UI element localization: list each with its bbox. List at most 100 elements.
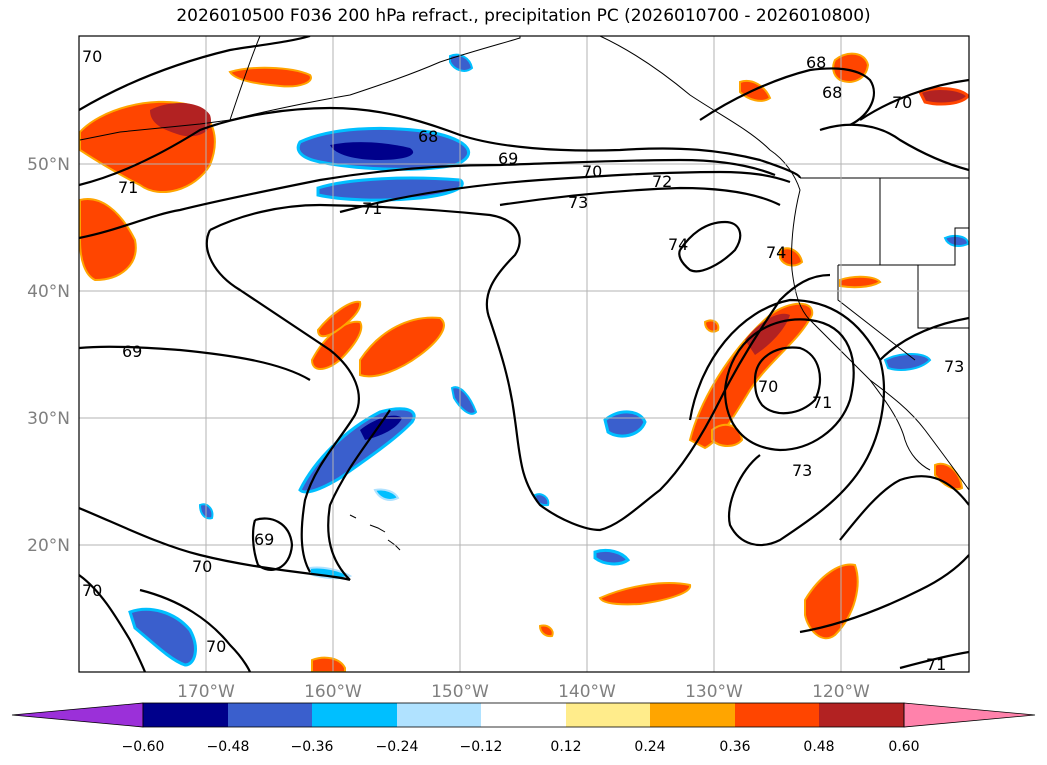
lon-label: 130°W	[685, 682, 743, 702]
contour-label: 70	[206, 637, 226, 656]
contour-line	[859, 78, 969, 121]
positive-blob	[359, 316, 445, 378]
contour-label: 68	[418, 127, 438, 146]
positive-blob	[688, 302, 814, 450]
refractivity-contours	[79, 36, 969, 672]
positive-blob	[316, 300, 362, 338]
contour-label: 70	[82, 581, 102, 600]
contour-label: 70	[892, 93, 912, 112]
contour-label: 73	[944, 357, 964, 376]
colorbar-tick-label: 0.24	[634, 739, 665, 755]
negative-blob	[449, 53, 474, 72]
contour-labels: 70 68 69 70 72 73 71 71 74 74 69 70 71 7…	[82, 47, 964, 674]
us-inner-border	[838, 227, 969, 266]
map-title: 2026010500 F036 200 hPa refract., precip…	[176, 6, 871, 26]
contour-line	[839, 475, 969, 541]
lon-label: 170°W	[177, 682, 235, 702]
positive-blob	[804, 563, 859, 640]
baja-coast	[869, 379, 931, 471]
contour-line	[79, 106, 802, 187]
pacific-northwest-coast	[599, 36, 969, 491]
contour-line	[799, 554, 969, 634]
contour-line	[205, 229, 360, 573]
contour-label: 74	[766, 243, 786, 262]
aleutian-islands	[79, 119, 231, 141]
contour-line	[723, 318, 855, 452]
colorbar-tick-label: −0.48	[207, 739, 250, 755]
contour-label: 71	[362, 199, 382, 218]
contour-line	[79, 574, 147, 672]
contour-line	[79, 158, 776, 240]
positive-blob	[538, 624, 554, 638]
contour-label: 69	[122, 342, 142, 361]
colorbar-tick-label: 0.48	[803, 739, 834, 755]
contour-line	[678, 220, 742, 273]
negative-blob	[883, 353, 932, 371]
gridlines	[79, 36, 969, 672]
lon-label: 120°W	[812, 682, 870, 702]
contour-line	[339, 170, 791, 214]
contour-line	[699, 67, 876, 126]
negative-anomaly-areas	[128, 53, 969, 667]
colorbar-segment	[143, 703, 228, 727]
colorbar-tick-label: 0.60	[888, 739, 919, 755]
negative-blob	[128, 607, 197, 667]
contour-line	[79, 506, 351, 582]
contour-label: 71	[812, 393, 832, 412]
positive-blob	[703, 319, 720, 333]
contour-line	[899, 650, 969, 670]
positive-blob	[832, 52, 870, 83]
lat-label: 50°N	[27, 155, 70, 175]
map-plot-area: 70 68 69 70 72 73 71 71 74 74 69 70 71 7…	[78, 35, 970, 674]
colorbar-tick-label: 0.12	[550, 739, 581, 755]
colorbar-frame	[142, 702, 905, 728]
colorbar-tick-label: −0.24	[376, 739, 419, 755]
contour-line	[139, 588, 252, 672]
map-background	[79, 36, 969, 672]
contour-label: 73	[792, 461, 812, 480]
colorbar-low-extend	[11, 702, 144, 728]
negative-blob	[373, 488, 400, 501]
latitude-labels: 50°N 40°N 30°N 20°N	[27, 155, 70, 556]
contour-label: 71	[926, 655, 946, 674]
contour-label: 69	[254, 530, 274, 549]
contour-line	[688, 298, 886, 547]
colorbar-tick-label: −0.12	[460, 739, 503, 755]
contour-label: 73	[568, 193, 588, 212]
contour-label: 70	[758, 377, 778, 396]
lon-label: 160°W	[304, 682, 362, 702]
alaska-coast	[229, 36, 521, 121]
positive-blob	[711, 423, 744, 447]
coastlines	[79, 36, 969, 551]
positive-blob	[839, 275, 882, 289]
colorbar: −0.60 −0.48 −0.36 −0.24 −0.12 0.12 0.24 …	[11, 702, 1036, 755]
positive-blob	[311, 656, 346, 672]
contour-line	[79, 36, 311, 111]
negative-blob	[603, 410, 647, 438]
positive-blob	[745, 313, 790, 355]
lat-label: 20°N	[27, 536, 70, 556]
positive-blob	[779, 247, 804, 267]
contour-line	[251, 517, 294, 571]
colorbar-tick-label: −0.36	[291, 739, 334, 755]
contour-line	[819, 123, 969, 172]
contour-label: 70	[192, 557, 212, 576]
contour-label: 68	[806, 53, 826, 72]
contour-line	[209, 203, 831, 532]
colorbar-segment	[566, 703, 650, 727]
map-frame	[78, 35, 970, 673]
colorbar-segment	[735, 703, 819, 727]
lon-label: 150°W	[431, 682, 489, 702]
positive-blob	[917, 87, 969, 106]
colorbar-segment	[397, 703, 481, 727]
colorbar-segment	[481, 703, 566, 727]
lat-label: 30°N	[27, 409, 70, 429]
state-lines	[837, 178, 969, 361]
lat-label: 40°N	[27, 282, 70, 302]
positive-blob	[150, 103, 211, 137]
positive-anomaly-areas	[79, 52, 969, 672]
colorbar-segment	[650, 703, 735, 727]
positive-blob	[79, 198, 137, 282]
longitude-labels: 170°W 160°W 150°W 140°W 130°W 120°W	[177, 682, 870, 702]
